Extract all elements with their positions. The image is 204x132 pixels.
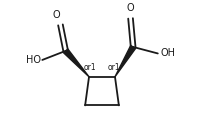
Text: O: O [127, 3, 134, 13]
Text: O: O [53, 10, 60, 20]
Text: HO: HO [26, 55, 41, 65]
Text: or1: or1 [108, 63, 121, 72]
Text: OH: OH [160, 48, 175, 58]
Polygon shape [63, 49, 89, 77]
Polygon shape [115, 46, 136, 77]
Text: or1: or1 [84, 63, 97, 72]
